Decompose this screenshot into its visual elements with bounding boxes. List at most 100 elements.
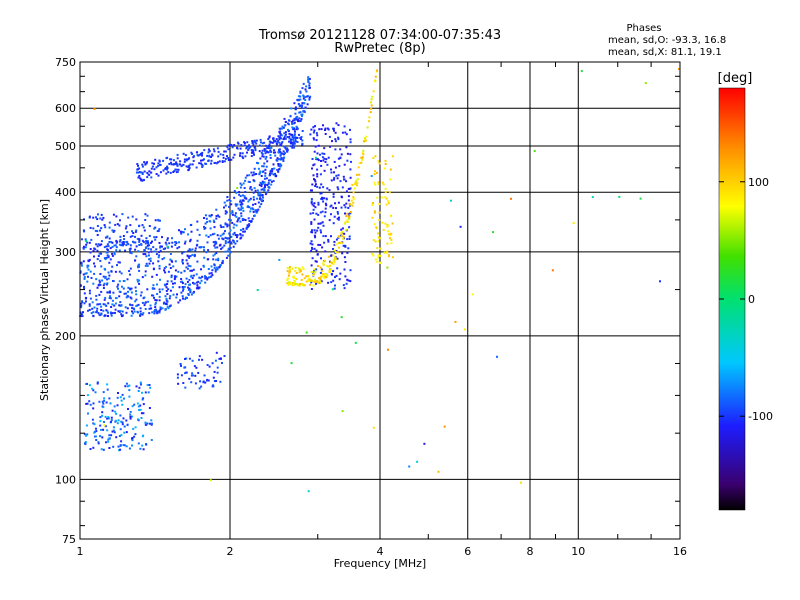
data-point [117, 287, 119, 290]
data-point [349, 269, 352, 272]
data-point [116, 396, 119, 399]
data-point [214, 359, 217, 362]
data-point [101, 436, 104, 439]
data-point [176, 163, 179, 166]
data-point [96, 234, 99, 236]
data-point [316, 253, 319, 256]
data-point [185, 165, 188, 168]
data-point [129, 247, 132, 250]
data-point [292, 141, 295, 144]
data-point [278, 141, 281, 144]
data-point [93, 255, 95, 258]
data-point [158, 288, 161, 291]
data-point [131, 405, 134, 408]
data-point [215, 217, 218, 220]
data-point [97, 213, 99, 216]
data-point [374, 183, 377, 186]
data-point [269, 172, 271, 175]
data-point [157, 162, 160, 165]
data-point [191, 372, 194, 375]
data-point [281, 125, 284, 128]
data-point [89, 403, 92, 406]
data-point [225, 256, 228, 259]
data-point [242, 209, 245, 212]
data-point [108, 237, 111, 240]
data-point [218, 215, 221, 218]
data-point [151, 287, 154, 290]
data-point [153, 287, 156, 290]
data-point [103, 224, 106, 227]
data-point [260, 199, 263, 201]
data-point [269, 170, 272, 173]
data-point [219, 224, 222, 227]
data-point [109, 247, 112, 250]
data-point [335, 274, 338, 277]
data-point [104, 314, 106, 317]
data-point [118, 435, 121, 437]
data-point [307, 280, 310, 282]
data-point [150, 171, 153, 174]
data-point [313, 229, 316, 232]
data-point [264, 174, 267, 177]
data-point [346, 238, 349, 241]
x-tick-label: 1 [77, 545, 84, 558]
grid [80, 62, 680, 539]
data-point [195, 166, 198, 169]
data-point [291, 282, 294, 285]
data-point [344, 131, 347, 134]
data-point [251, 151, 254, 153]
data-point [382, 229, 385, 231]
data-point [107, 302, 110, 305]
data-point [385, 203, 388, 206]
data-point [254, 189, 257, 192]
data-point [128, 447, 131, 450]
data-point [158, 309, 161, 312]
data-point [141, 276, 144, 279]
data-point [123, 241, 126, 244]
data-point [105, 245, 108, 248]
data-point [95, 310, 98, 313]
data-point [297, 103, 300, 105]
data-point [79, 270, 82, 273]
data-point [115, 412, 118, 415]
data-point [188, 167, 191, 169]
data-point [217, 150, 220, 153]
data-point [381, 181, 384, 184]
data-point [108, 241, 111, 244]
data-point [319, 211, 322, 214]
data-point [337, 174, 340, 177]
data-point [87, 412, 89, 415]
data-point [349, 211, 352, 213]
data-point [138, 409, 141, 411]
data-point [306, 103, 309, 106]
data-point [206, 278, 209, 281]
data-point [289, 142, 292, 144]
data-point [97, 255, 100, 257]
data-point [235, 215, 238, 218]
data-point [134, 230, 137, 233]
data-point [159, 246, 162, 249]
data-point [310, 201, 313, 204]
data-point [175, 275, 178, 278]
data-point [121, 423, 124, 426]
data-point [353, 187, 356, 190]
data-point [95, 439, 98, 441]
data-point [242, 182, 245, 185]
data-point [106, 248, 109, 251]
data-point [378, 203, 381, 205]
data-point [104, 275, 107, 278]
data-point [348, 238, 351, 240]
data-point [379, 254, 382, 257]
data-point [158, 311, 161, 314]
data-point [201, 154, 203, 157]
data-point [319, 192, 322, 195]
data-point [335, 122, 338, 125]
data-point [110, 420, 112, 423]
data-point [272, 137, 274, 140]
data-point [253, 153, 255, 156]
data-point [179, 363, 182, 365]
data-point [293, 117, 296, 120]
data-point [270, 183, 273, 186]
data-point [166, 293, 169, 295]
data-point [178, 229, 180, 232]
